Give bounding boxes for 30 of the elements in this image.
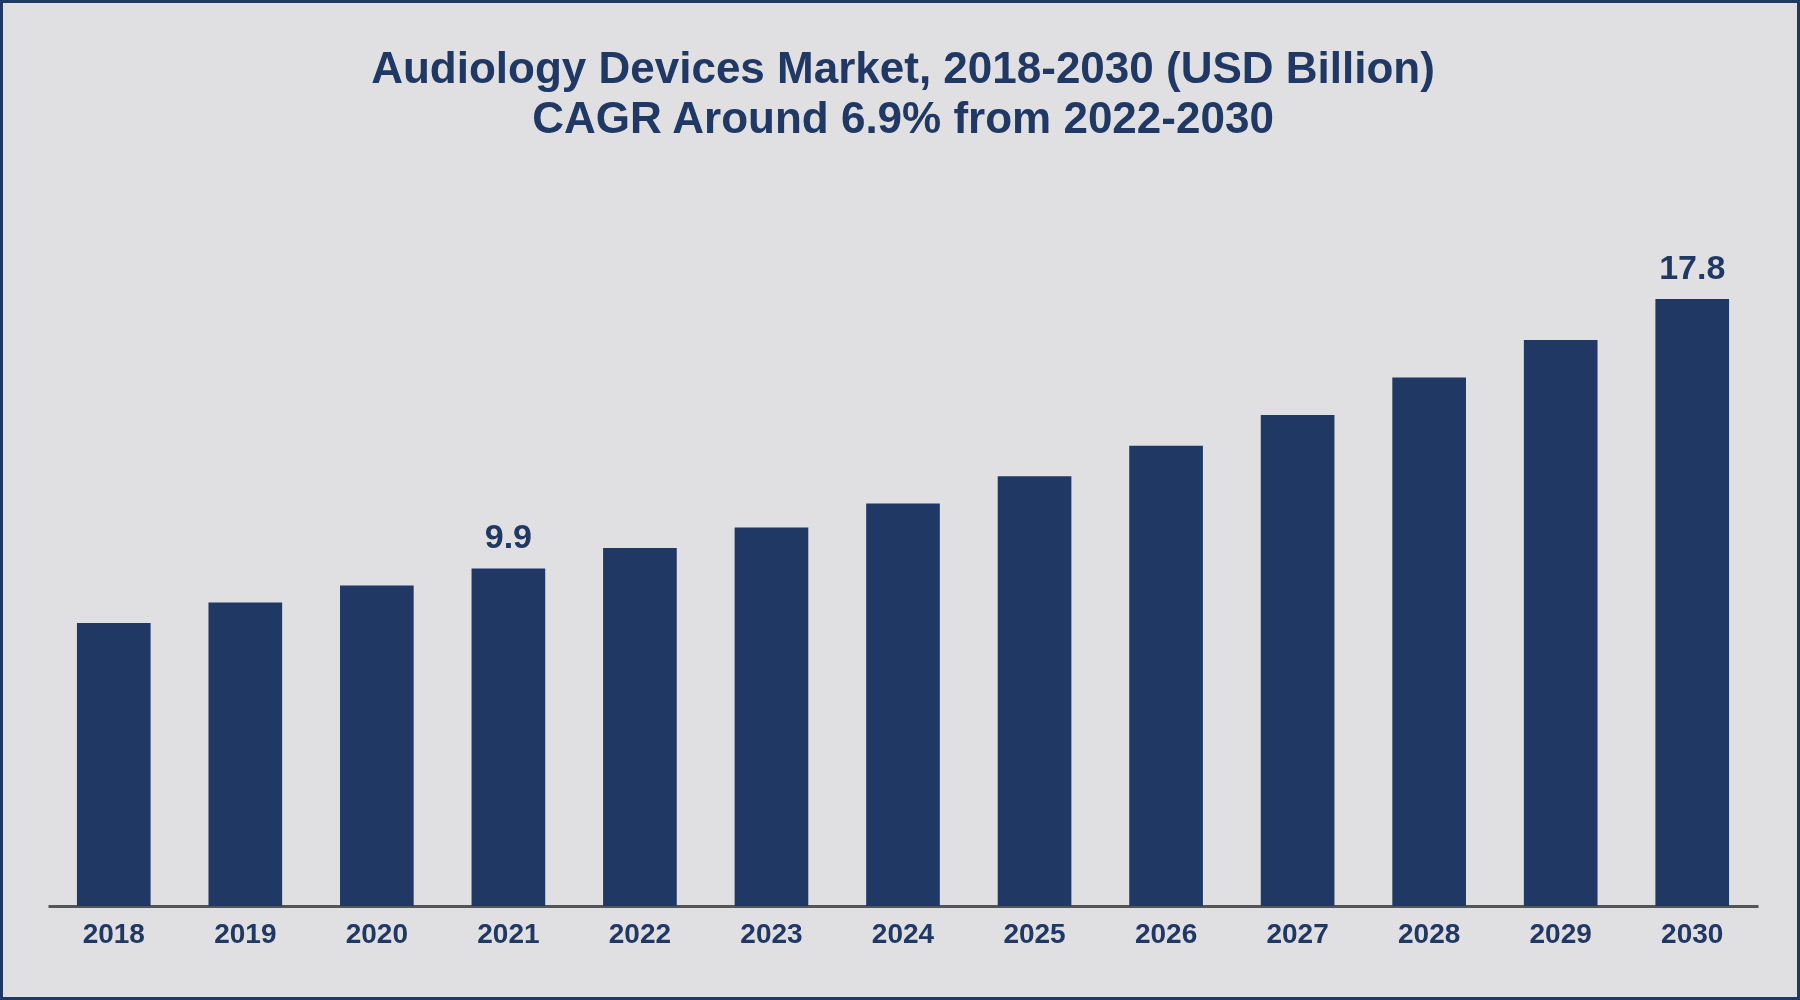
- x-tick-label: 2027: [1266, 917, 1329, 949]
- bar: [603, 547, 677, 906]
- bar: [866, 503, 940, 906]
- chart-title: Audiology Devices Market, 2018-2030 (USD Billion): [371, 43, 1435, 92]
- bar: [340, 585, 414, 906]
- chart-subtitle: CAGR Around 6.9% from 2022-2030: [532, 93, 1274, 142]
- bar: [1523, 339, 1598, 906]
- bar: [208, 602, 283, 906]
- x-tick-label: 2023: [740, 917, 803, 949]
- x-tick-label: 2025: [1003, 917, 1066, 949]
- data-label: 9.9: [484, 517, 533, 556]
- bar: [76, 622, 151, 906]
- bar: [997, 476, 1072, 906]
- bar: [734, 527, 809, 906]
- bar: [1655, 299, 1730, 906]
- x-tick-label: 2024: [871, 917, 935, 949]
- x-tick-label: 2018: [82, 917, 145, 949]
- bar: [1260, 414, 1335, 906]
- x-tick-label: 2029: [1529, 917, 1592, 949]
- data-label: 17.8: [1659, 248, 1726, 286]
- bar: [1392, 377, 1466, 906]
- x-tick-label: 2022: [608, 917, 672, 949]
- x-tick-label: 2026: [1134, 917, 1198, 949]
- x-tick-label: 2028: [1398, 917, 1461, 949]
- x-tick-label: 2021: [477, 917, 540, 949]
- x-tick-label: 2030: [1661, 917, 1724, 949]
- x-tick-label: 2020: [345, 917, 408, 949]
- bar: [1129, 445, 1203, 906]
- x-tick-label: 2019: [214, 917, 277, 949]
- bar: [471, 568, 546, 906]
